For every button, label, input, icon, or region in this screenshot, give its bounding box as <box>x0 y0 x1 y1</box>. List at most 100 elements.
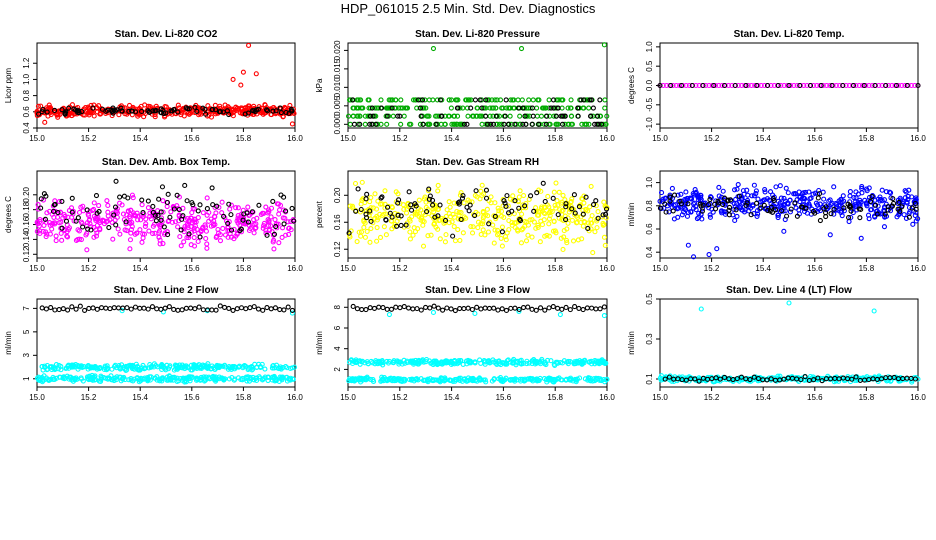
data-point <box>791 82 797 89</box>
data-point <box>289 310 295 316</box>
x-tick-label: 15.2 <box>81 264 97 273</box>
data-point <box>568 105 574 111</box>
data-point <box>557 311 563 318</box>
overlay-point <box>707 196 713 203</box>
data-point <box>493 105 499 111</box>
data-point <box>192 365 198 371</box>
panel-title: Stan. Dev. Line 2 Flow <box>114 285 219 296</box>
overlay-point <box>249 209 255 215</box>
data-point <box>452 378 458 384</box>
overlay-point <box>600 212 606 218</box>
overlay-point <box>544 113 550 119</box>
data-point <box>797 199 803 205</box>
data-point <box>479 121 485 127</box>
overlay-point <box>192 306 198 312</box>
data-point <box>417 121 423 127</box>
data-point <box>719 208 725 214</box>
data-point <box>94 230 100 236</box>
data-point <box>174 375 180 381</box>
overlay-point <box>563 304 569 311</box>
overlay-point <box>601 304 607 310</box>
data-point <box>903 189 909 195</box>
data-point <box>719 194 725 200</box>
x-tick-label: 15.0 <box>652 393 668 402</box>
overlay-point <box>183 305 189 311</box>
overlay-point <box>517 217 524 224</box>
overlay-point <box>104 107 110 113</box>
data-point <box>897 197 903 203</box>
data-point <box>425 233 431 239</box>
data-point <box>898 375 904 381</box>
data-point <box>435 182 441 189</box>
data-point <box>529 234 535 240</box>
data-point <box>581 105 587 111</box>
data-point <box>95 217 101 223</box>
data-point <box>259 210 266 216</box>
data-point <box>269 375 275 381</box>
data-point <box>821 196 827 202</box>
data-point <box>698 306 704 312</box>
data-point <box>527 217 533 223</box>
overlay-point <box>503 97 509 103</box>
data-point <box>775 214 781 221</box>
data-point <box>589 220 595 226</box>
overlay-point <box>139 197 145 203</box>
overlay-point <box>906 214 912 220</box>
data-point <box>208 114 215 120</box>
data-point <box>590 250 596 256</box>
overlay-point <box>363 196 369 202</box>
overlay-point <box>364 191 370 197</box>
data-point <box>53 238 59 244</box>
overlay-point <box>499 306 505 312</box>
data-point <box>104 363 110 369</box>
overlay-point <box>603 206 610 212</box>
overlay-point <box>225 220 231 226</box>
overlay-point <box>768 376 774 382</box>
overlay-point <box>442 217 449 224</box>
overlay-point <box>80 224 86 230</box>
overlay-point <box>572 304 578 310</box>
data-point <box>71 376 77 382</box>
data-point <box>42 363 48 369</box>
overlay-point <box>376 304 382 310</box>
overlay-point <box>149 304 155 310</box>
y-axis-label: Licor ppm <box>4 68 13 103</box>
data-point <box>542 105 548 111</box>
data-point <box>456 376 462 382</box>
data-point <box>494 97 500 103</box>
data-point <box>823 207 829 213</box>
overlay-point <box>503 307 510 313</box>
overlay-point <box>555 105 561 111</box>
data-point <box>181 363 187 370</box>
overlay-point <box>725 198 731 204</box>
data-point <box>474 378 480 384</box>
overlay-point <box>472 212 478 219</box>
data-point <box>410 359 416 365</box>
data-point <box>381 211 387 217</box>
data-point <box>879 187 885 193</box>
overlay-point <box>174 192 180 198</box>
data-point <box>145 205 151 211</box>
data-point <box>265 222 272 229</box>
overlay-point <box>264 232 270 238</box>
data-point <box>375 198 381 204</box>
overlay-point <box>158 209 164 215</box>
data-point <box>52 367 58 373</box>
data-point <box>516 194 522 200</box>
overlay-point <box>403 222 409 228</box>
overlay-point <box>69 304 75 310</box>
y-tick-label: 0.4 <box>22 122 31 134</box>
overlay-point <box>415 97 421 103</box>
data-point <box>175 224 181 230</box>
x-tick-label: 15.4 <box>132 134 148 143</box>
data-point <box>442 121 448 127</box>
overlay-point <box>273 223 279 230</box>
data-point <box>857 375 863 381</box>
overlay-point <box>501 198 507 204</box>
data-point <box>552 228 558 234</box>
data-point <box>484 206 490 212</box>
data-point <box>853 82 859 89</box>
data-point <box>263 227 269 233</box>
data-point <box>258 211 264 217</box>
data-point <box>154 374 160 380</box>
